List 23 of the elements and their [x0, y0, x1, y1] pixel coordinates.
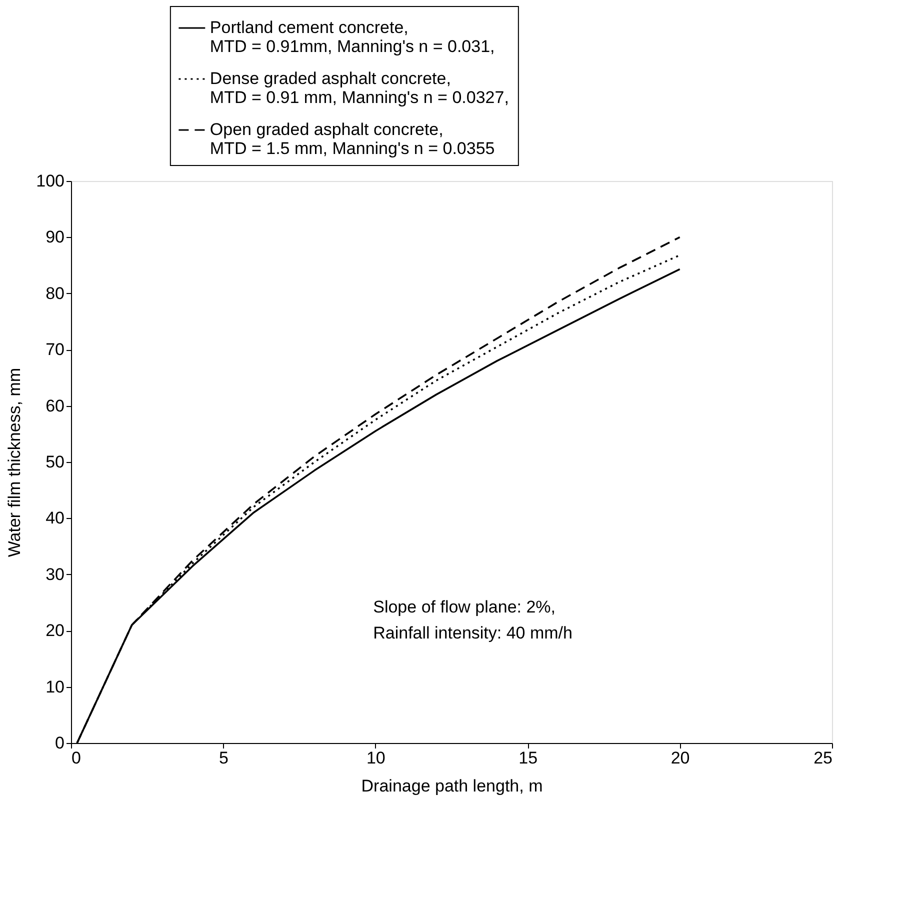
y-tick-label: 30	[46, 564, 64, 584]
annotation: Slope of flow plane: 2%, Rainfall intensity: 40 mm/h	[373, 598, 572, 643]
x-tick-label: 5	[218, 748, 228, 768]
legend-label: Open graded asphalt concrete, MTD = 1.5 mm, Manning's n = 0.0355	[210, 120, 495, 158]
x-tick-label: 20	[670, 748, 690, 768]
y-tick-label: 10	[46, 677, 64, 696]
x-tick-label: 25	[814, 748, 832, 768]
y-tick-label: 60	[46, 396, 64, 416]
x-tick-label: 10	[366, 748, 386, 768]
y-tick-label: 20	[46, 621, 64, 640]
y-tick-label: 40	[46, 508, 64, 528]
y-tick-label: 70	[46, 340, 64, 360]
y-tick-label: 50	[46, 452, 64, 472]
y-tick-label: 80	[46, 284, 64, 303]
x-tick-label: 15	[518, 748, 538, 768]
y-tick-label: 100	[36, 172, 64, 190]
y-tick-label: 90	[46, 228, 64, 247]
y-axis-title: Water film thickness, mm	[5, 368, 24, 558]
legend-label: Dense graded asphalt concrete, MTD = 0.91 mm, Manning's n = 0.0327,	[210, 69, 509, 107]
x-tick-label: 0	[72, 748, 81, 768]
legend-label: Portland cement concrete, MTD = 0.91mm, Manning's n = 0.031,	[210, 18, 495, 56]
x-axis-title: Drainage path length, m	[361, 776, 543, 796]
y-tick-label: 0	[55, 734, 64, 752]
